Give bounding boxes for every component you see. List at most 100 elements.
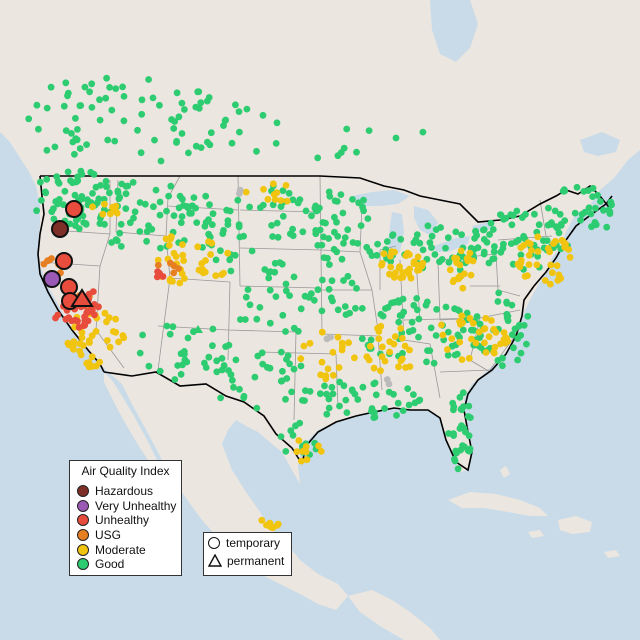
- monitor-dot: [316, 390, 324, 398]
- hudson-bay-inlet: [430, 0, 478, 62]
- monitor-dot: [470, 327, 478, 334]
- monitor-dot: [600, 206, 607, 214]
- monitor-dot: [290, 273, 298, 281]
- monitor-dot: [395, 318, 403, 326]
- monitor-dot: [204, 138, 211, 146]
- monitor-dot: [365, 356, 373, 364]
- monitor-dot: [163, 207, 170, 215]
- monitor-dot: [111, 137, 119, 145]
- monitor-dot: [335, 364, 343, 371]
- monitor-dot: [339, 209, 347, 217]
- monitor-dot: [531, 210, 538, 218]
- monitor-dot: [559, 187, 567, 195]
- monitor-dot: [551, 207, 559, 215]
- monitor-dot: [303, 456, 311, 464]
- monitor-dot: [55, 180, 63, 187]
- baja-california: [104, 372, 160, 470]
- legend-label: USG: [95, 528, 122, 543]
- monitor-dot: [130, 214, 137, 222]
- monitor-dot: [236, 233, 244, 241]
- monitor-dot: [329, 371, 337, 379]
- monitor-dot: [177, 219, 185, 227]
- monitor-dot: [202, 219, 210, 226]
- monitor-dot: [325, 285, 333, 293]
- monitor-dot: [209, 325, 217, 333]
- jamaica: [528, 530, 544, 538]
- monitor-dot: [197, 144, 205, 152]
- monitor-dot: [487, 219, 495, 227]
- monitor-dot: [471, 235, 478, 242]
- monitor-dot-highlighted: [65, 200, 83, 218]
- monitor-dot: [190, 194, 198, 202]
- puerto-rico: [604, 550, 620, 558]
- monitor-dot: [178, 130, 186, 137]
- monitor-dot: [432, 332, 440, 339]
- monitor-dot: [209, 342, 216, 350]
- monitor-dot: [442, 244, 449, 252]
- monitor-dot: [381, 357, 389, 365]
- monitor-dot: [325, 188, 333, 196]
- monitor-dot: [387, 257, 395, 265]
- monitor-dot: [78, 329, 86, 336]
- monitor-dot: [122, 190, 130, 198]
- monitor-dot: [141, 200, 149, 208]
- monitor-dot: [103, 74, 110, 82]
- monitor-dot: [533, 261, 541, 269]
- legend-label: permanent: [227, 553, 285, 568]
- monitor-dot: [173, 137, 181, 145]
- monitor-dot: [406, 251, 413, 258]
- monitor-dot: [120, 117, 128, 125]
- monitor-dot: [541, 277, 549, 284]
- monitor-dot: [277, 433, 285, 440]
- monitor-dot: [548, 269, 556, 277]
- monitor-dot: [329, 390, 337, 398]
- monitor-dot: [232, 101, 239, 109]
- monitor-dot: [489, 255, 497, 263]
- monitor-dot: [508, 221, 516, 229]
- monitor-dot: [597, 198, 604, 205]
- monitor-dot: [523, 340, 530, 348]
- monitor-dot: [338, 339, 346, 347]
- legend-item-usg: USG: [70, 528, 181, 543]
- monitor-dot: [366, 342, 374, 350]
- monitor-dot: [399, 349, 406, 357]
- monitor-dot: [289, 232, 297, 240]
- monitor-dot: [89, 190, 96, 197]
- monitor-dot: [100, 195, 108, 203]
- monitor-dot: [235, 223, 243, 231]
- monitor-dot: [97, 182, 104, 189]
- monitor-dot: [413, 231, 421, 239]
- monitor-dot: [234, 196, 242, 204]
- monitor-dot: [145, 76, 153, 83]
- monitor-dot: [112, 202, 120, 210]
- monitor-dot: [555, 229, 563, 237]
- monitor-dot: [393, 412, 400, 419]
- monitor-dot: [134, 126, 141, 134]
- monitor-dot: [534, 233, 542, 241]
- monitor-dot: [265, 274, 273, 282]
- monitor-dot: [444, 346, 451, 353]
- monitor-dot: [317, 371, 325, 379]
- monitor-dot: [208, 239, 216, 247]
- legend-label: Unhealthy: [95, 513, 150, 528]
- monitor-dot: [416, 396, 424, 404]
- monitor-dot: [353, 285, 360, 292]
- monitor-dot: [225, 341, 233, 349]
- monitor-dot: [307, 290, 315, 298]
- monitor-dot: [370, 380, 378, 388]
- monitor-dot: [444, 351, 452, 359]
- monitor-dot: [395, 363, 402, 371]
- monitor-dot: [358, 305, 366, 312]
- monitor-dot: [306, 339, 314, 347]
- monitor-dot: [368, 252, 376, 259]
- monitor-dot: [324, 365, 332, 373]
- monitor-dot: [406, 265, 413, 273]
- monitor-dot: [268, 222, 275, 229]
- monitor-dot: [181, 350, 188, 358]
- monitor-dot: [381, 405, 388, 412]
- monitor-dot: [444, 234, 452, 242]
- monitor-dot: [317, 448, 325, 455]
- monitor-dot: [372, 391, 380, 399]
- monitor-dot: [103, 183, 110, 191]
- monitor-dot: [269, 233, 276, 240]
